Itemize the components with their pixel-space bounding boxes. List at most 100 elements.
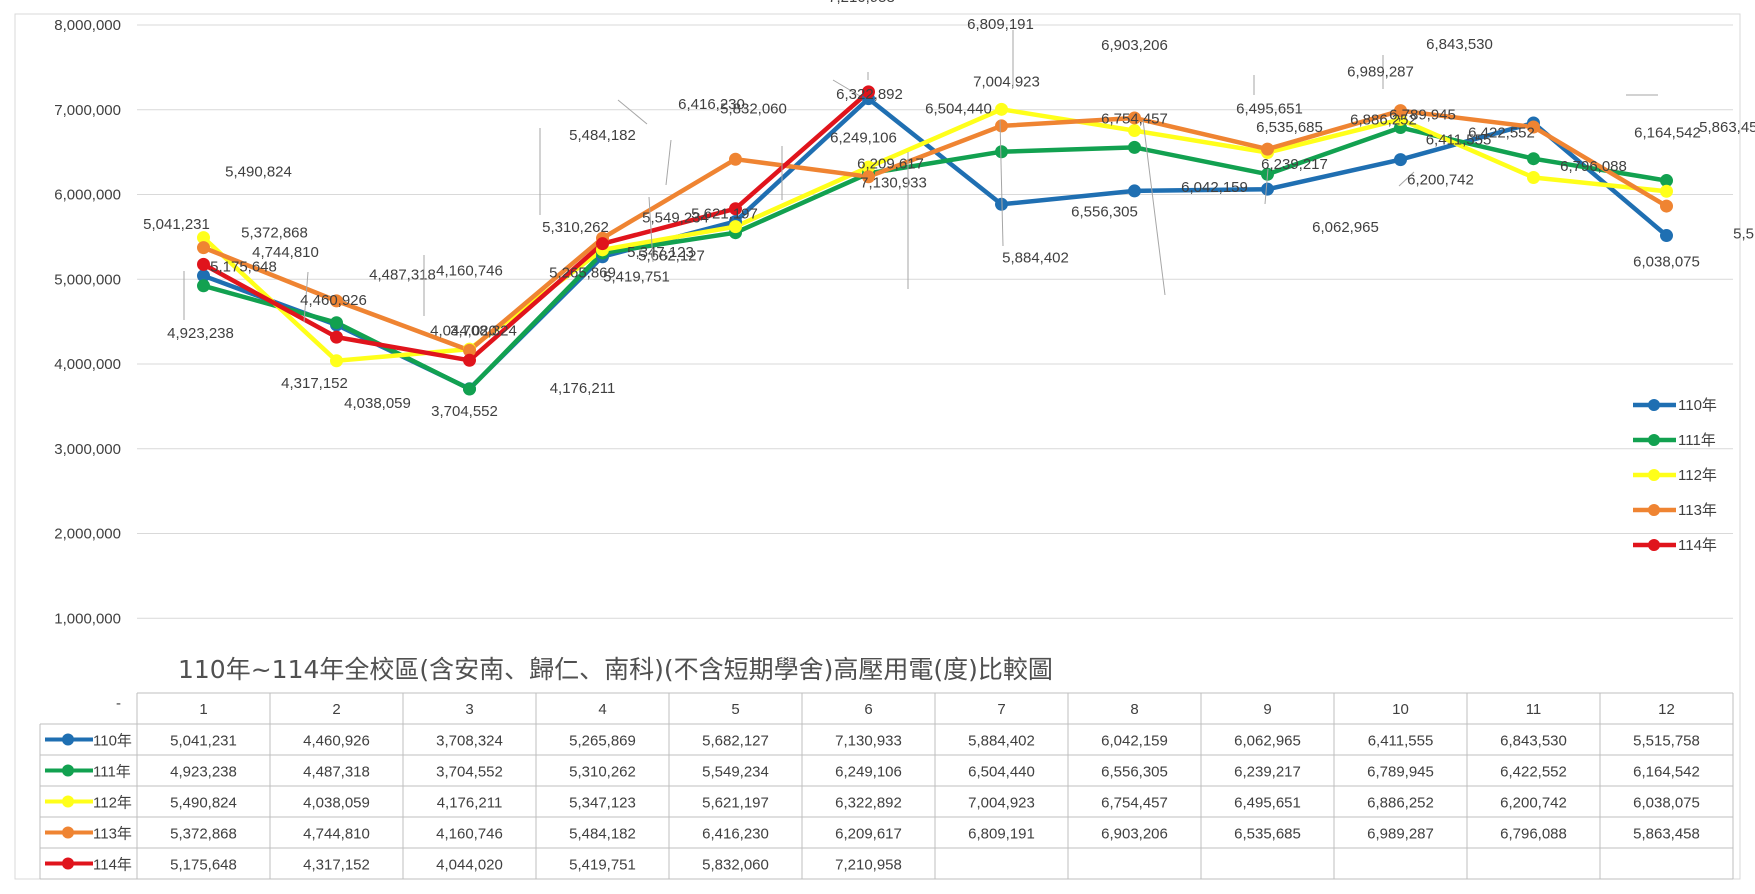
legend-marker [1648,539,1660,551]
x-tick-label: 6 [864,701,872,718]
leader-line [617,99,648,125]
leader-line [303,271,309,323]
table-cell: 6,042,159 [1101,733,1168,750]
y-tick-label: 4,000,000 [54,356,121,373]
table-cell: 4,176,211 [437,795,503,812]
table-cell: 7,004,923 [968,795,1035,812]
data-label: 6,556,305 [1071,203,1138,220]
table-cell: 5,621,197 [702,795,769,812]
data-label: 5,832,060 [720,101,787,118]
table-series-name: 114年 [93,857,132,874]
data-point [1128,140,1141,154]
data-point [729,202,742,216]
table-legend-marker [62,733,74,746]
table-cell: 5,832,060 [702,857,769,874]
data-point [1128,184,1141,198]
data-label: 5,372,868 [241,225,308,242]
table-cell: 6,422,552 [1500,764,1567,781]
y-tick-label: 3,000,000 [54,441,121,458]
x-tick-label: 9 [1263,701,1271,718]
series-labels-113年: 5,372,868 4,744,810 4,160,746 5,484,182 6,41… [183,16,1755,320]
data-label: 6,886,252 [1350,111,1417,128]
y-tick-label: 5,000,000 [54,271,121,288]
table-cell: 6,411,555 [1368,733,1434,750]
table-cell: 5,372,868 [170,826,237,843]
table-cell: 6,789,945 [1367,764,1434,781]
data-label: 6,843,530 [1426,36,1493,53]
series-markers-113年 [197,104,1673,357]
legend-marker [1648,504,1660,516]
data-label: 5,175,648 [210,258,277,275]
series-markers-114年 [197,85,875,367]
legend-marker [1648,434,1660,446]
table-cell: 6,903,206 [1101,826,1168,843]
data-label: 5,490,824 [225,164,292,181]
legend-label: 113年 [1678,502,1717,519]
data-label: 5,265,869 [549,265,616,282]
data-label: 6,789,945 [1389,107,1456,124]
data-label: 4,038,059 [344,395,411,412]
data-point [995,145,1008,159]
data-point [995,102,1008,116]
data-label: 6,042,159 [1181,179,1248,196]
leader-line [832,79,861,97]
data-label: 6,504,440 [925,101,992,118]
data-label: 4,923,238 [167,325,234,342]
table-cell: 6,416,230 [702,826,769,843]
legend-label: 114年 [1678,537,1717,554]
series-114年 [202,90,870,363]
data-label: 4,176,211 [550,380,616,397]
table-cell: 4,487,318 [303,764,370,781]
x-tick-label: 3 [465,701,473,718]
data-label: 5,347,123 [627,244,694,261]
data-label: 6,200,742 [1407,171,1474,188]
legend-marker [1648,469,1660,481]
table-cell: 5,041,231 [170,733,237,750]
table-cell: 6,989,287 [1367,826,1434,843]
data-label: 7,130,933 [860,175,927,192]
table-cell: 6,062,965 [1234,733,1301,750]
data-label: 6,164,542 [1634,125,1701,142]
data-label: 6,796,088 [1560,158,1627,175]
data-point [463,382,476,396]
data-point [1261,182,1274,196]
table-cell: 7,210,958 [835,857,902,874]
x-tick-label: 10 [1392,701,1409,718]
x-tick-label: 4 [598,701,606,718]
data-label: 6,038,075 [1633,253,1700,270]
data-point [330,354,343,368]
data-point [862,85,875,99]
data-label: 5,419,751 [603,269,670,286]
table-cell: 5,310,262 [569,764,636,781]
table-series-name: 111年 [93,764,131,781]
y-tick-label: 2,000,000 [54,526,121,543]
y-tick-label: 1,000,000 [54,610,121,627]
data-label: 6,989,287 [1347,64,1414,81]
table-cell: 6,843,530 [1500,733,1567,750]
data-label: 5,484,182 [569,127,636,144]
table-cell: 6,504,440 [968,764,1035,781]
legend: 110年 111年 112年 113年 114年 [1633,397,1717,554]
series-line [201,107,1667,364]
table-cell: 6,809,191 [968,826,1035,843]
x-tick-label: 12 [1658,701,1675,718]
data-label: 5,515,758 [1733,226,1755,243]
table-cell: 4,044,020 [436,857,503,874]
data-label: 6,495,651 [1236,100,1303,117]
data-label: 4,487,318 [369,267,436,284]
series-labels-111年: 4,923,238 4,487,318 3,704,552 5,310,262 5,54… [167,101,1701,420]
data-point [862,170,875,184]
legend-label: 111年 [1678,432,1716,449]
data-label: 5,884,402 [1002,249,1069,266]
data-label: 5,621,197 [691,206,758,223]
data-label: 6,239,217 [1261,156,1328,173]
data-label: 6,422,552 [1468,125,1535,142]
leader-line [1264,168,1269,205]
data-label: 5,682,127 [638,247,705,264]
legend-label: 110年 [1678,397,1717,414]
x-tick-label: 1 [199,701,207,718]
data-label: 5,863,458 [1699,119,1755,136]
table-cell: 4,460,926 [303,733,370,750]
table-cell: 5,490,824 [170,795,237,812]
